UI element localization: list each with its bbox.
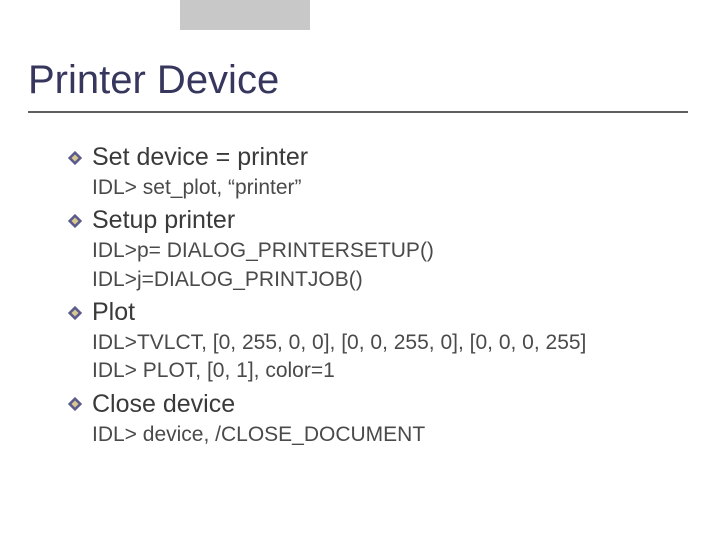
code-line: IDL> PLOT, [0, 1], color=1 [92,357,692,385]
section-body: IDL> device, /CLOSE_DOCUMENT [68,421,692,449]
code-line: IDL> set_plot, “printer” [92,174,692,202]
code-line: IDL>p= DIALOG_PRINTERSETUP() [92,237,692,265]
code-line: IDL>j=DIALOG_PRINTJOB() [92,266,692,294]
section-header: Plot [68,298,692,327]
title-underline [28,111,688,113]
section-header: Close device [68,390,692,419]
section: Setup printer IDL>p= DIALOG_PRINTERSETUP… [68,206,692,294]
code-line: IDL>TVLCT, [0, 255, 0, 0], [0, 0, 255, 0… [92,329,692,357]
section-header: Set device = printer [68,143,692,172]
section-title: Plot [92,298,135,327]
page-title: Printer Device [28,58,692,103]
section-body: IDL>p= DIALOG_PRINTERSETUP() IDL>j=DIALO… [68,237,692,294]
sections-container: Set device = printer IDL> set_plot, “pri… [28,143,692,449]
diamond-bullet-icon [68,397,82,411]
section-title: Set device = printer [92,143,308,172]
section-title: Setup printer [92,206,235,235]
section: Plot IDL>TVLCT, [0, 255, 0, 0], [0, 0, 2… [68,298,692,386]
section: Set device = printer IDL> set_plot, “pri… [68,143,692,202]
section-body: IDL>TVLCT, [0, 255, 0, 0], [0, 0, 255, 0… [68,329,692,386]
diamond-bullet-icon [68,306,82,320]
section: Close device IDL> device, /CLOSE_DOCUMEN… [68,390,692,449]
section-body: IDL> set_plot, “printer” [68,174,692,202]
diamond-bullet-icon [68,151,82,165]
code-line: IDL> device, /CLOSE_DOCUMENT [92,421,692,449]
diamond-bullet-icon [68,214,82,228]
section-title: Close device [92,390,235,419]
slide-content: Printer Device Set device = printer IDL>… [28,58,692,453]
decorative-grey-bar [180,0,310,30]
section-header: Setup printer [68,206,692,235]
